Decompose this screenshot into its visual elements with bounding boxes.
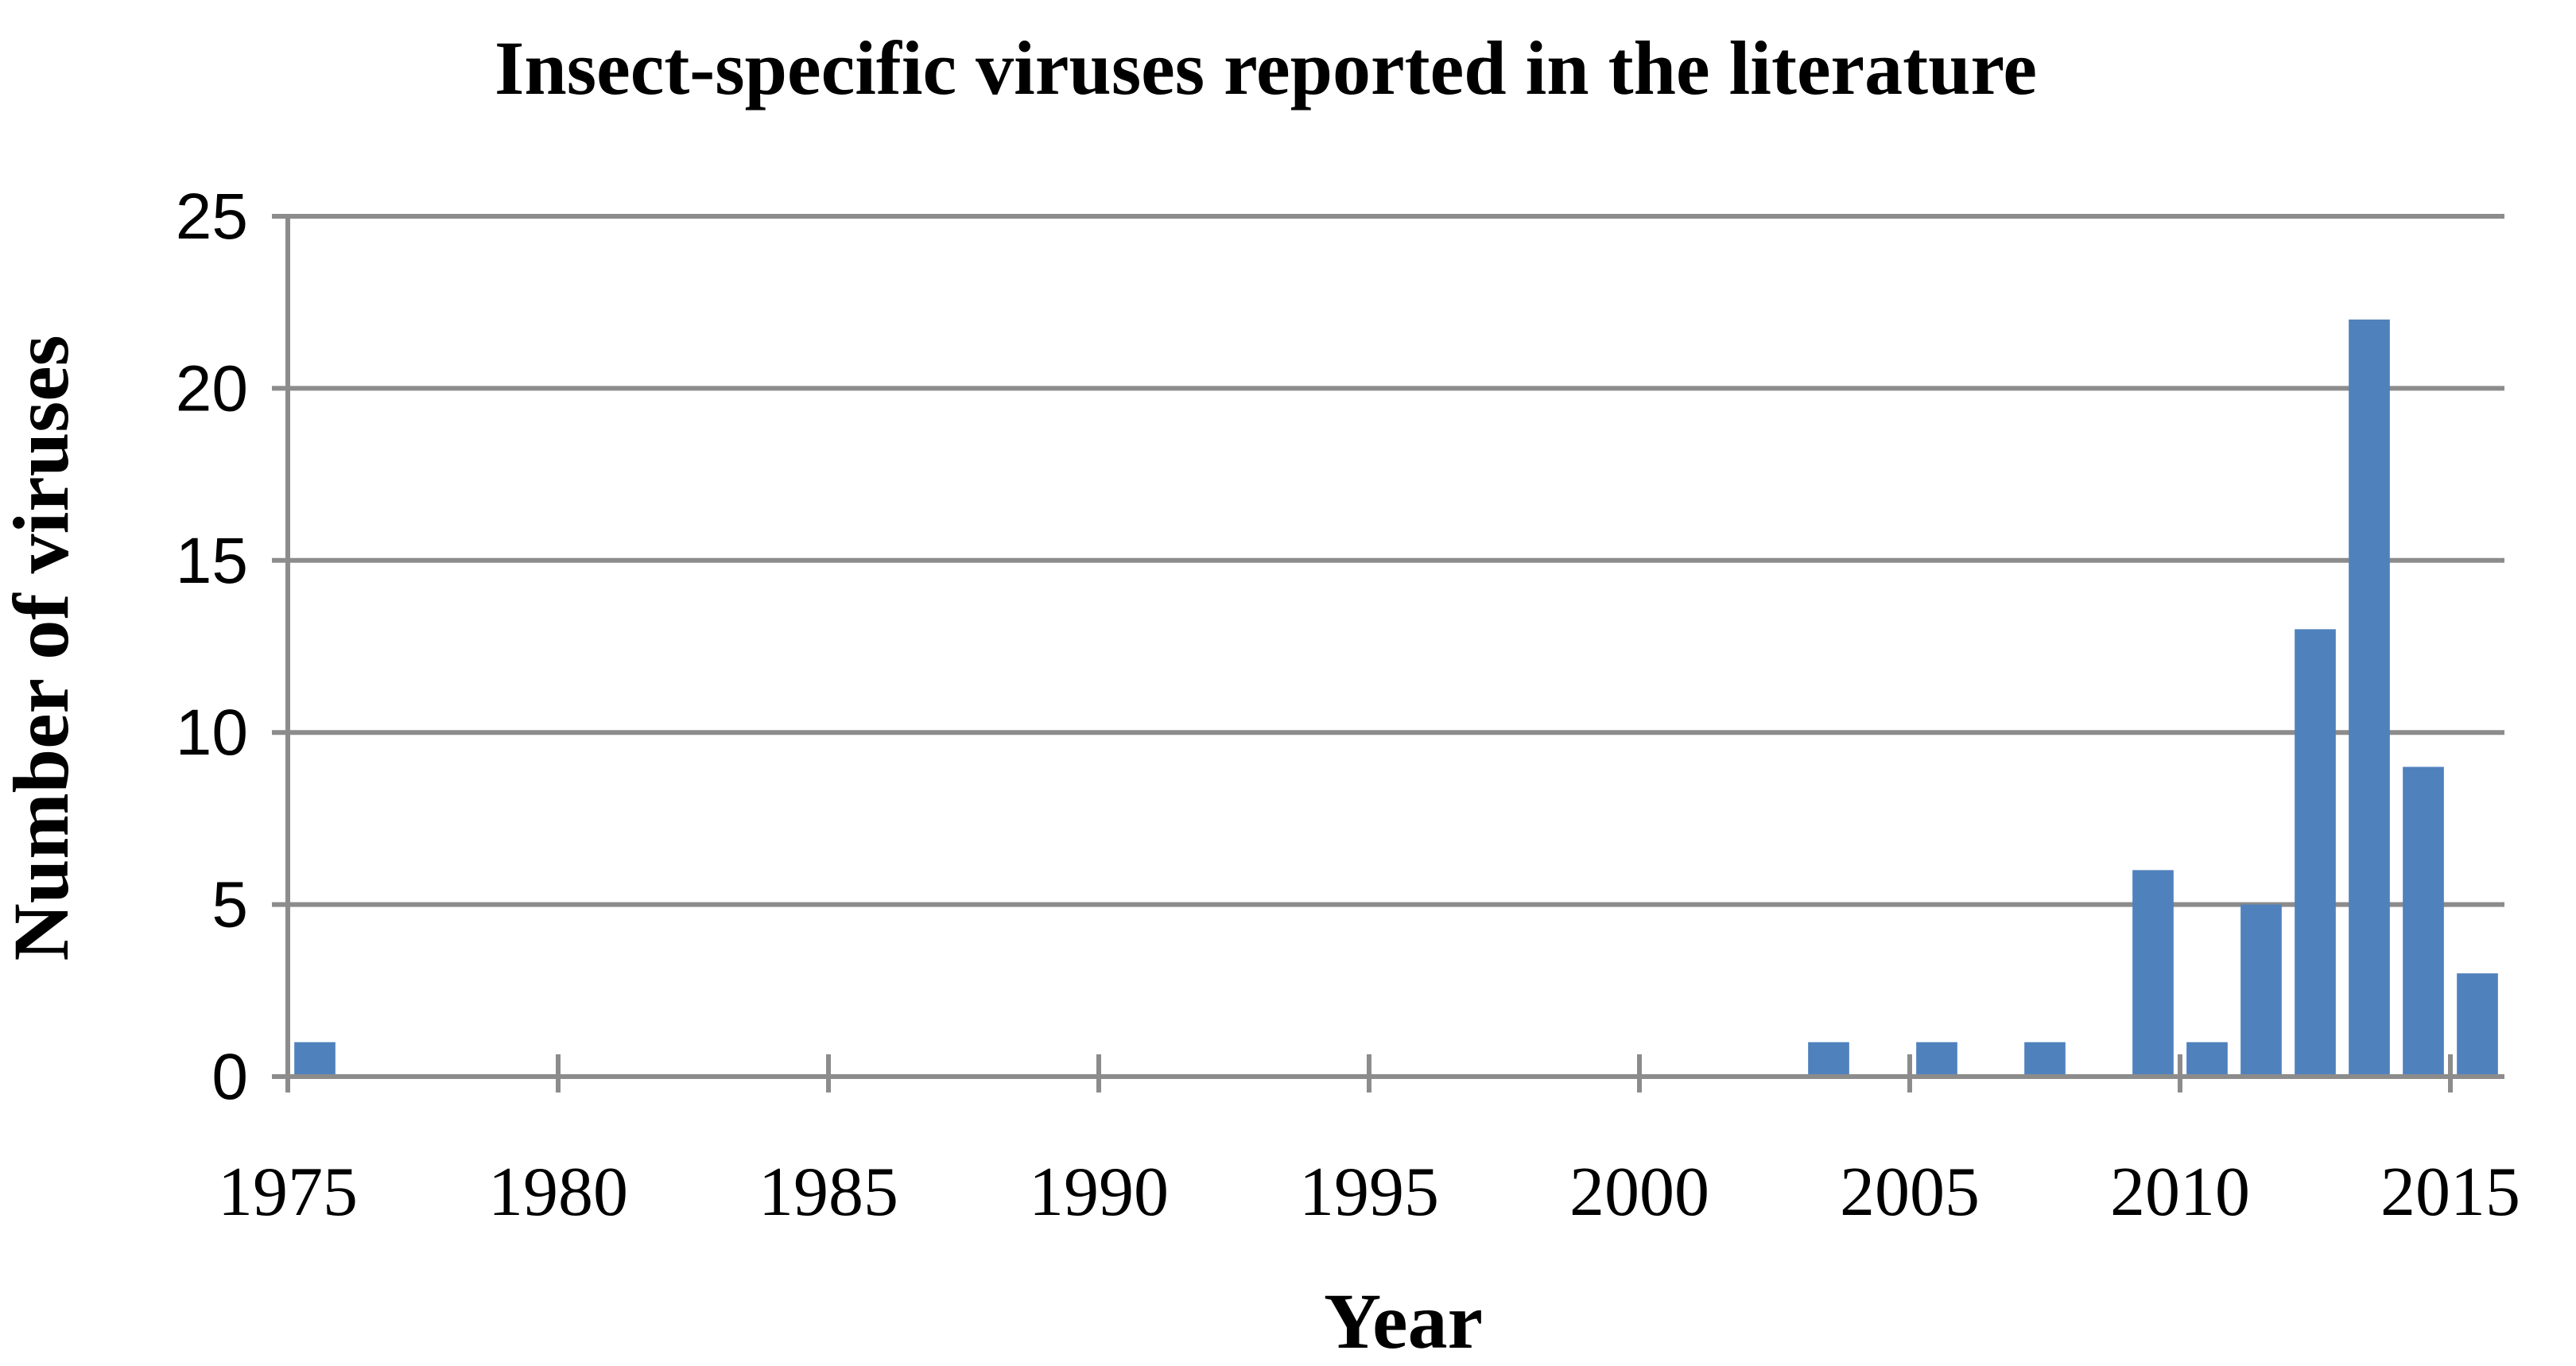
bar-2010: [2186, 1042, 2228, 1077]
x-tick-label-1985: 1985: [758, 1154, 898, 1231]
x-axis-title: Year: [1324, 1277, 1483, 1365]
bar-2011: [2240, 904, 2282, 1077]
gridlines: [288, 214, 2504, 907]
y-tick-label-15: 15: [176, 525, 248, 597]
y-tick-label-20: 20: [176, 352, 248, 425]
y-tick-label-5: 5: [211, 869, 248, 941]
bar-2014: [2403, 766, 2444, 1077]
x-tick-label-1995: 1995: [1299, 1154, 1439, 1231]
chart-title: Insect-specific viruses reported in the …: [495, 25, 2037, 111]
bar-2015: [2457, 973, 2498, 1077]
y-tick-label-10: 10: [176, 697, 248, 769]
bar-2007: [2024, 1042, 2066, 1077]
bars: [294, 319, 2498, 1077]
y-axis-title: Number of viruses: [0, 335, 85, 960]
bar-2009: [2132, 870, 2174, 1077]
x-tick-labels: 1975 1980 1985 1990 1995 2000 2005 2010 2015: [218, 1154, 2520, 1231]
x-tick-label-2000: 2000: [1569, 1154, 1709, 1231]
axes: [272, 214, 2504, 1092]
bar-2012: [2295, 629, 2336, 1077]
y-tick-labels: 0 5 10 15 20 25: [176, 180, 248, 1113]
y-tick-label-0: 0: [211, 1041, 248, 1113]
bar-2003: [1808, 1042, 1849, 1077]
x-tick-label-1980: 1980: [488, 1154, 628, 1231]
bar-2005: [1916, 1042, 1957, 1077]
x-tick-label-1990: 1990: [1029, 1154, 1169, 1231]
x-tick-label-2015: 2015: [2380, 1154, 2520, 1231]
x-tick-label-2005: 2005: [1840, 1154, 1980, 1231]
x-tick-label-1975: 1975: [218, 1154, 358, 1231]
x-tick-label-2010: 2010: [2110, 1154, 2250, 1231]
bar-2013: [2349, 319, 2390, 1077]
y-tick-label-25: 25: [176, 180, 248, 253]
bar-1975: [294, 1042, 336, 1077]
